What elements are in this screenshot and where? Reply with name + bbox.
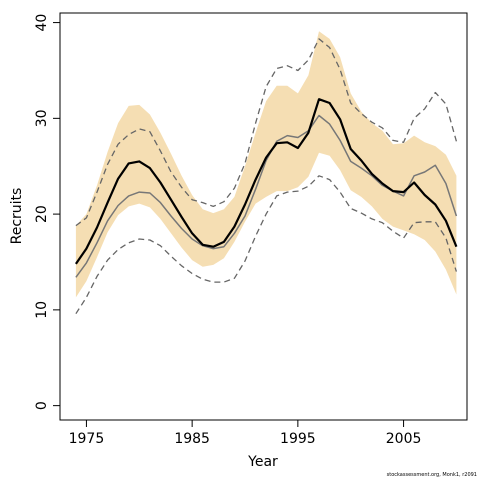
x-tick-label-1995: 1995 xyxy=(280,431,316,447)
plot-frame xyxy=(59,12,468,421)
confidence-band xyxy=(75,31,457,298)
lower-dashed-line xyxy=(75,175,458,315)
y-tick-label-20: 20 xyxy=(34,205,50,223)
y-tick-label-10: 10 xyxy=(34,301,50,319)
upper-dashed-line xyxy=(75,38,458,227)
x-axis-title: Year xyxy=(247,454,278,470)
y-tick-label-40: 40 xyxy=(34,14,50,32)
y-tick-label-0: 0 xyxy=(34,401,50,410)
y-axis-title: Recruits xyxy=(9,188,25,245)
x-tick-label-2005: 2005 xyxy=(386,431,422,447)
x-tick-label-1985: 1985 xyxy=(174,431,210,447)
plot-area xyxy=(74,31,458,315)
median-line xyxy=(74,98,458,265)
x-tick-label-1975: 1975 xyxy=(69,431,105,447)
source-footer: stockassessment.org, Monk1, r2091 xyxy=(386,472,477,478)
axes: 1975 1985 1995 2005 0 10 20 30 40 xyxy=(34,14,421,447)
y-tick-label-30: 30 xyxy=(34,109,50,127)
